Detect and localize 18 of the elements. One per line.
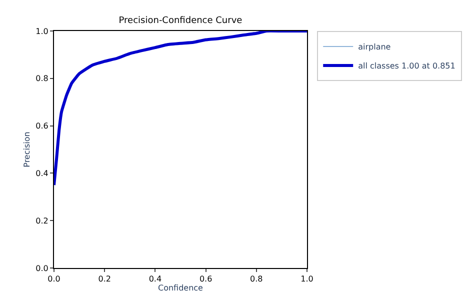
y-tick-label: 0.2 (36, 216, 48, 226)
y-tick-label: 0.8 (36, 74, 48, 84)
x-tick-label: 0.0 (48, 274, 60, 284)
x-tick-label: 0.8 (250, 274, 263, 284)
y-tick-label: 0.0 (36, 264, 48, 273)
x-tick-label: 0.6 (199, 274, 212, 284)
x-tick-label: 0.2 (98, 274, 111, 284)
legend-label: airplane (358, 42, 391, 52)
x-axis-title: Confidence (158, 284, 204, 293)
x-tick-label: 0.4 (148, 274, 162, 284)
y-axis-title: Precision (22, 132, 32, 168)
y-tick-label: 0.6 (36, 122, 48, 131)
chart-title: Precision-Confidence Curve (118, 16, 243, 26)
y-tick-label: 1.0 (36, 26, 48, 36)
line-series (54, 31, 307, 187)
y-tick-label: 0.4 (36, 169, 48, 178)
x-tick-label: 1.0 (300, 274, 314, 284)
legend-label: all classes 1.00 at 0.851 (358, 62, 456, 71)
